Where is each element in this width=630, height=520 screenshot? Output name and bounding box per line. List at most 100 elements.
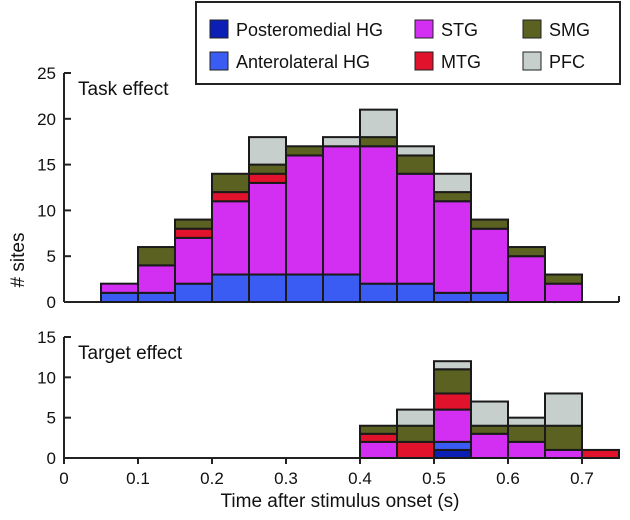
- bar-segment-smg: [359, 424, 398, 435]
- legend-swatch: [209, 51, 229, 71]
- bar-segment-anterolateral-hg: [396, 282, 435, 303]
- bar-segment-smg: [285, 145, 324, 157]
- panel-title: Target effect: [78, 343, 183, 364]
- y-tick-label: 20: [37, 110, 56, 129]
- bar-segment-stg: [544, 282, 583, 303]
- legend-swatch: [522, 19, 542, 39]
- bar-segment-mtg: [396, 440, 435, 460]
- bar-segment-stg: [433, 200, 472, 294]
- legend-swatch: [414, 19, 434, 39]
- x-tick-label: 0: [59, 469, 68, 488]
- bar-segment-pfc: [248, 136, 287, 166]
- bar-segment-anterolateral-hg: [470, 291, 509, 303]
- bar-segment-pfc: [507, 416, 546, 427]
- y-tick-label: 15: [37, 328, 56, 347]
- bar-segment-smg: [470, 218, 509, 230]
- bar-segment-stg: [507, 255, 546, 304]
- bar-segment-mtg: [581, 448, 620, 459]
- bar-segment-stg: [248, 181, 287, 276]
- bar-segment-pfc: [433, 172, 472, 194]
- y-tick-label: 10: [37, 368, 56, 387]
- bar-segment-stg: [470, 227, 509, 294]
- bar-segment-stg: [359, 145, 398, 285]
- bar-segment-pfc: [433, 360, 472, 371]
- bar-segment-posteromedial-hg: [433, 448, 472, 459]
- legend-swatch: [414, 51, 434, 71]
- legend-label: SMG: [549, 20, 590, 40]
- bar-segment-stg: [211, 200, 250, 276]
- legend-label: Anterolateral HG: [236, 52, 370, 72]
- bar-segment-anterolateral-hg: [100, 291, 139, 303]
- legend-swatch: [209, 19, 229, 39]
- x-tick-label: 0.5: [422, 469, 446, 488]
- legend-label: STG: [441, 20, 478, 40]
- bar-segment-mtg: [211, 191, 250, 203]
- bar-segment-smg: [470, 424, 509, 435]
- legend-swatch: [522, 51, 542, 71]
- bar-segment-pfc: [470, 400, 509, 427]
- bar-segment-anterolateral-hg: [174, 282, 213, 303]
- bar-segment-anterolateral-hg: [137, 291, 176, 303]
- y-tick-label: 0: [47, 449, 56, 468]
- bar-segment-smg: [433, 191, 472, 203]
- bar-segment-smg: [248, 163, 287, 175]
- bar-segment-mtg: [174, 227, 213, 239]
- bar-segment-anterolateral-hg: [211, 273, 250, 303]
- y-tick-label: 15: [37, 156, 56, 175]
- bar-segment-smg: [544, 424, 583, 451]
- y-tick-label: 25: [37, 64, 56, 83]
- bar-segment-stg: [322, 145, 361, 276]
- bar-segment-pfc: [396, 408, 435, 427]
- y-tick-label: 5: [47, 247, 56, 266]
- bar-segment-anterolateral-hg: [322, 273, 361, 303]
- bar-segment-mtg: [433, 392, 472, 411]
- bar-segment-anterolateral-hg: [359, 282, 398, 303]
- bar-segment-smg: [137, 246, 176, 267]
- x-tick-label: 0.2: [200, 469, 224, 488]
- bar-segment-smg: [544, 273, 583, 285]
- y-axis-label: # sites: [8, 233, 29, 288]
- x-tick-label: 0.7: [570, 469, 594, 488]
- bar-segment-stg: [396, 172, 435, 285]
- y-tick-label: 5: [47, 409, 56, 428]
- bar-segment-stg: [359, 440, 398, 460]
- x-axis-label: Time after stimulus onset (s): [221, 491, 460, 512]
- bar-segment-pfc: [396, 145, 435, 157]
- bar-segment-anterolateral-hg: [433, 291, 472, 303]
- bar-segment-anterolateral-hg: [433, 440, 472, 451]
- bar-segment-smg: [359, 136, 398, 148]
- bar-segment-smg: [433, 368, 472, 395]
- y-tick-label: 0: [47, 293, 56, 312]
- bar-segment-mtg: [248, 172, 287, 184]
- bar-segment-mtg: [359, 432, 398, 443]
- bar-segment-smg: [396, 154, 435, 175]
- bar-segment-pfc: [322, 136, 361, 148]
- legend-label: PFC: [549, 52, 585, 72]
- x-tick-label: 0.3: [274, 469, 298, 488]
- bar-segment-anterolateral-hg: [285, 273, 324, 303]
- bar-segment-stg: [285, 154, 324, 276]
- legend-box: [195, 1, 621, 85]
- bar-segment-stg: [100, 282, 139, 294]
- bar-segment-stg: [433, 408, 472, 443]
- bar-segment-stg: [470, 432, 509, 459]
- bar-segment-stg: [544, 448, 583, 459]
- bar-segment-anterolateral-hg: [248, 273, 287, 303]
- x-tick-label: 0.1: [126, 469, 150, 488]
- bar-segment-smg: [507, 424, 546, 443]
- x-tick-label: 0.6: [496, 469, 520, 488]
- bar-segment-pfc: [544, 392, 583, 427]
- bar-segment-smg: [507, 246, 546, 258]
- bar-segment-stg: [174, 236, 213, 285]
- legend-label: Posteromedial HG: [236, 20, 383, 40]
- legend-label: MTG: [441, 52, 481, 72]
- panel-title: Task effect: [78, 79, 169, 100]
- bar-segment-smg: [396, 424, 435, 443]
- bar-segment-stg: [507, 440, 546, 460]
- y-tick-label: 10: [37, 201, 56, 220]
- bar-segment-smg: [174, 218, 213, 230]
- x-tick-label: 0.4: [348, 469, 372, 488]
- bar-segment-pfc: [359, 108, 398, 139]
